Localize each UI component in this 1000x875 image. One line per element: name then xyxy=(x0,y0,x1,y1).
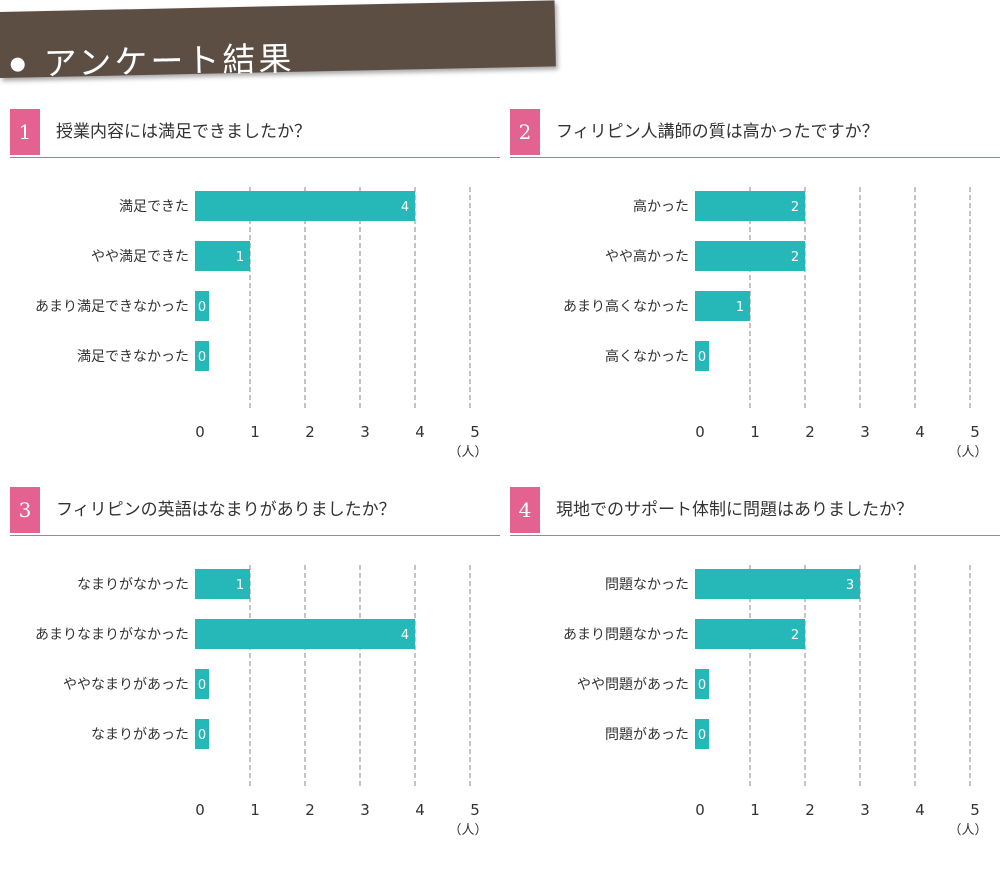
bar xyxy=(195,191,415,221)
bar-value-label: 0 xyxy=(198,678,206,693)
category-label: あまり高くなかった xyxy=(563,298,689,315)
question-text: フィリピンの英語はなまりがありましたか？ xyxy=(56,500,396,520)
tick-label: 2 xyxy=(305,801,315,819)
category-label: 高くなかった xyxy=(605,348,689,365)
bar xyxy=(695,291,750,321)
bar-value-label: 0 xyxy=(198,300,206,315)
question-text: 現地でのサポート体制に問題はありましたか？ xyxy=(556,500,913,520)
category-label: あまりなまりがなかった xyxy=(35,627,189,643)
bar xyxy=(195,341,209,371)
bar-value-label: 3 xyxy=(846,578,854,593)
bar xyxy=(695,341,709,371)
bar-value-label: 0 xyxy=(698,678,706,693)
tick-label: 3 xyxy=(860,801,870,819)
bar-value-label: 1 xyxy=(236,578,244,593)
question-number: 2 xyxy=(510,109,540,155)
tick-label: 1 xyxy=(750,801,760,819)
category-label: 高かった xyxy=(633,198,689,215)
category-label: 問題があった xyxy=(605,727,689,743)
category-label: ややなまりがあった xyxy=(63,677,189,693)
question-header: 1 授業内容には満足できましたか？ xyxy=(10,107,500,158)
tick-label: 5 xyxy=(470,423,480,441)
bar xyxy=(695,669,709,699)
survey-panel-3: 3 フィリピンの英語はなまりがありましたか？ 0 1 2 3 4 5 （人） なまりがなかった… xyxy=(10,485,500,875)
tick-label: 0 xyxy=(695,801,705,819)
bar-value-label: 0 xyxy=(198,728,206,743)
category-label: やや問題があった xyxy=(577,677,689,693)
category-label: あまり満足できなかった xyxy=(35,299,189,315)
tick-label: 2 xyxy=(805,801,815,819)
category-label: なまりがなかった xyxy=(77,577,189,593)
bar xyxy=(195,241,250,271)
bullet-icon xyxy=(10,57,25,72)
bar xyxy=(195,569,250,599)
tick-label: 0 xyxy=(195,801,205,819)
tick-label: 5 xyxy=(970,423,980,441)
category-label: やや満足できた xyxy=(91,249,189,265)
tick-label: 4 xyxy=(415,801,425,819)
survey-panel-1: 1 授業内容には満足できましたか？ 0 1 2 3 4 5 （人） 満足できた 4 やや満足できた… xyxy=(10,107,500,497)
question-header: 4 現地でのサポート体制に問題はありましたか？ xyxy=(510,485,1000,536)
question-number: 4 xyxy=(510,487,540,533)
bar-chart: 0 1 2 3 4 5 （人） 高かった 2 やや高かった 2 あまり高くなかった 1 高くなかった 0 xyxy=(563,187,988,460)
axis-unit-label: （人） xyxy=(948,823,987,838)
question-header: 3 フィリピンの英語はなまりがありましたか？ xyxy=(10,485,500,536)
tick-label: 2 xyxy=(805,423,815,441)
tick-label: 3 xyxy=(360,801,370,819)
bar-value-label: 4 xyxy=(401,628,409,643)
bar-value-label: 0 xyxy=(698,728,706,743)
category-label: 満足できた xyxy=(119,199,189,215)
bar-chart: 0 1 2 3 4 5 （人） 満足できた 4 やや満足できた 1 あまり満足できなかった 0 満足できな… xyxy=(35,187,488,460)
question-header: 2 フィリピン人講師の質は高かったですか？ xyxy=(510,107,1000,158)
tick-label: 4 xyxy=(915,801,925,819)
page-title: アンケート結果 xyxy=(43,38,295,84)
bar-value-label: 1 xyxy=(236,250,244,265)
axis-unit-label: （人） xyxy=(448,445,487,460)
question-number: 3 xyxy=(10,487,40,533)
survey-panel-4: 4 現地でのサポート体制に問題はありましたか？ 0 1 2 3 4 5 （人） 問題なかった 3… xyxy=(510,485,1000,875)
question-number: 1 xyxy=(10,109,40,155)
question-text: フィリピン人講師の質は高かったですか？ xyxy=(556,122,879,142)
title-banner: アンケート結果 xyxy=(0,0,556,83)
bar xyxy=(695,619,805,649)
question-text: 授業内容には満足できましたか？ xyxy=(56,122,311,142)
bar-chart: 0 1 2 3 4 5 （人） 問題なかった 3 あまり問題なかった 2 やや問題があった 0 問題があっ… xyxy=(563,565,988,838)
category-label: 満足できなかった xyxy=(77,349,189,365)
category-label: なまりがあった xyxy=(91,727,189,743)
bar-value-label: 0 xyxy=(198,350,206,365)
bar-value-label: 4 xyxy=(401,200,409,215)
category-label: やや高かった xyxy=(605,248,689,265)
bar-value-label: 2 xyxy=(791,250,799,265)
survey-panel-2: 2 フィリピン人講師の質は高かったですか？ 0 1 2 3 4 5 （人） 高かった 2 やや高か… xyxy=(510,107,1000,497)
bar xyxy=(195,669,209,699)
tick-label: 4 xyxy=(915,423,925,441)
tick-label: 1 xyxy=(750,423,760,441)
bar-value-label: 2 xyxy=(791,200,799,215)
bar xyxy=(695,569,860,599)
bar xyxy=(195,291,209,321)
tick-label: 3 xyxy=(860,423,870,441)
axis-unit-label: （人） xyxy=(948,445,987,460)
bar-value-label: 1 xyxy=(736,300,744,315)
bar xyxy=(695,241,805,271)
bar xyxy=(695,191,805,221)
bar xyxy=(695,719,709,749)
category-label: 問題なかった xyxy=(605,577,689,593)
tick-label: 2 xyxy=(305,423,315,441)
tick-label: 3 xyxy=(360,423,370,441)
tick-label: 1 xyxy=(250,423,260,441)
bar-value-label: 0 xyxy=(698,350,706,365)
tick-label: 0 xyxy=(195,423,205,441)
tick-label: 4 xyxy=(415,423,425,441)
tick-label: 1 xyxy=(250,801,260,819)
bar xyxy=(195,719,209,749)
bar-value-label: 2 xyxy=(791,628,799,643)
category-label: あまり問題なかった xyxy=(563,627,689,643)
bar xyxy=(195,619,415,649)
axis-unit-label: （人） xyxy=(448,823,487,838)
tick-label: 5 xyxy=(470,801,480,819)
tick-label: 5 xyxy=(970,801,980,819)
bar-chart: 0 1 2 3 4 5 （人） なまりがなかった 1 あまりなまりがなかった 4 ややなまりがあった 0… xyxy=(35,565,488,838)
tick-label: 0 xyxy=(695,423,705,441)
